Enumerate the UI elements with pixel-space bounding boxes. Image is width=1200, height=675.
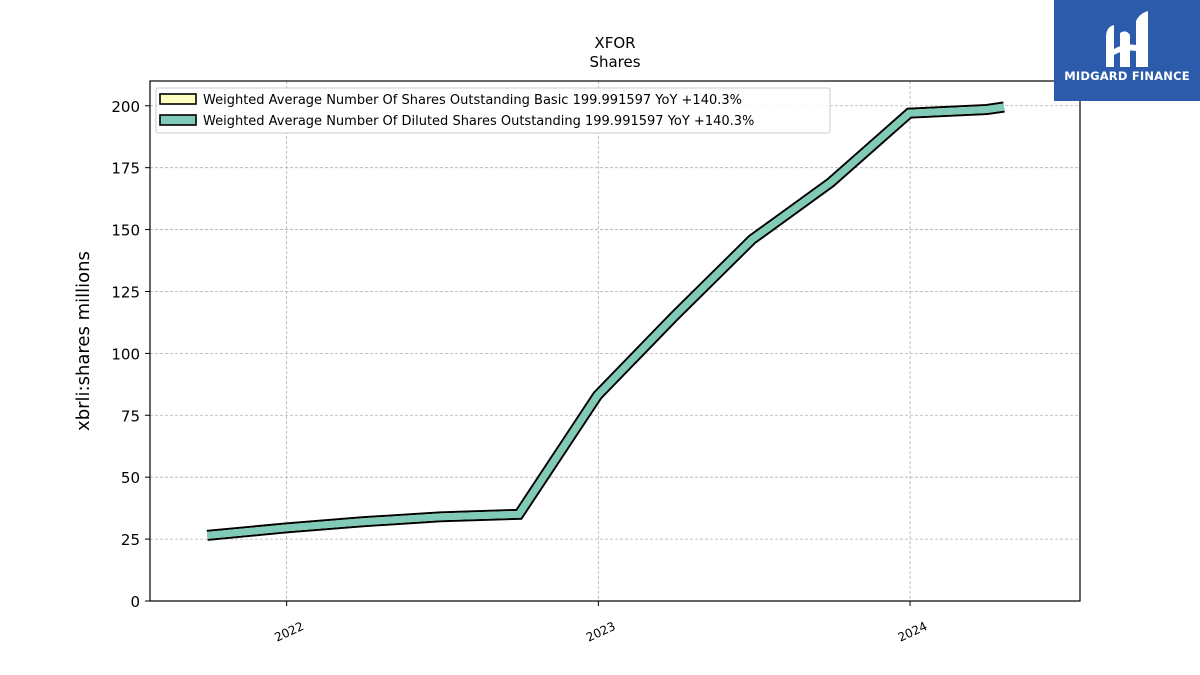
series-lines (206, 101, 1005, 541)
brand-logo: MIDGARD FINANCE (1054, 0, 1200, 101)
series-line-2 (206, 103, 1005, 539)
y-tick-label: 200 (111, 98, 140, 116)
legend-swatch-2 (159, 114, 197, 126)
legend-box (155, 87, 831, 134)
y-tick-label: 0 (130, 593, 140, 611)
x-axis: 2022 2023 2024 (272, 601, 929, 645)
legend-swatch-1 (159, 93, 197, 105)
plot-frame (149, 80, 1081, 602)
chart-subtitle: Shares (589, 53, 640, 71)
x-tick-label: 2024 (896, 619, 930, 645)
legend-label-1: Weighted Average Number Of Shares Outsta… (203, 93, 742, 108)
y-axis: 0 25 50 75 100 125 150 175 200 (111, 98, 150, 611)
legend: Weighted Average Number Of Shares Outsta… (155, 87, 831, 134)
brand-name: MIDGARD FINANCE (1064, 69, 1190, 83)
series-outline (206, 101, 1005, 541)
y-tick-label: 175 (111, 160, 140, 178)
chart-title: XFOR (594, 34, 635, 52)
y-tick-label: 50 (121, 469, 140, 487)
y-tick-label: 100 (111, 345, 140, 363)
y-axis-label: xbrli:shares millions (73, 251, 94, 431)
y-tick-label: 150 (111, 222, 140, 240)
y-tick-label: 75 (121, 407, 140, 425)
x-tick-label: 2022 (272, 619, 306, 645)
legend-label-2: Weighted Average Number Of Diluted Share… (203, 114, 754, 129)
logo-mark-icon (1106, 11, 1148, 67)
x-tick-label: 2023 (584, 619, 618, 645)
series-line-1 (206, 103, 1005, 539)
y-tick-label: 25 (121, 531, 140, 549)
y-tick-label: 125 (111, 283, 140, 301)
